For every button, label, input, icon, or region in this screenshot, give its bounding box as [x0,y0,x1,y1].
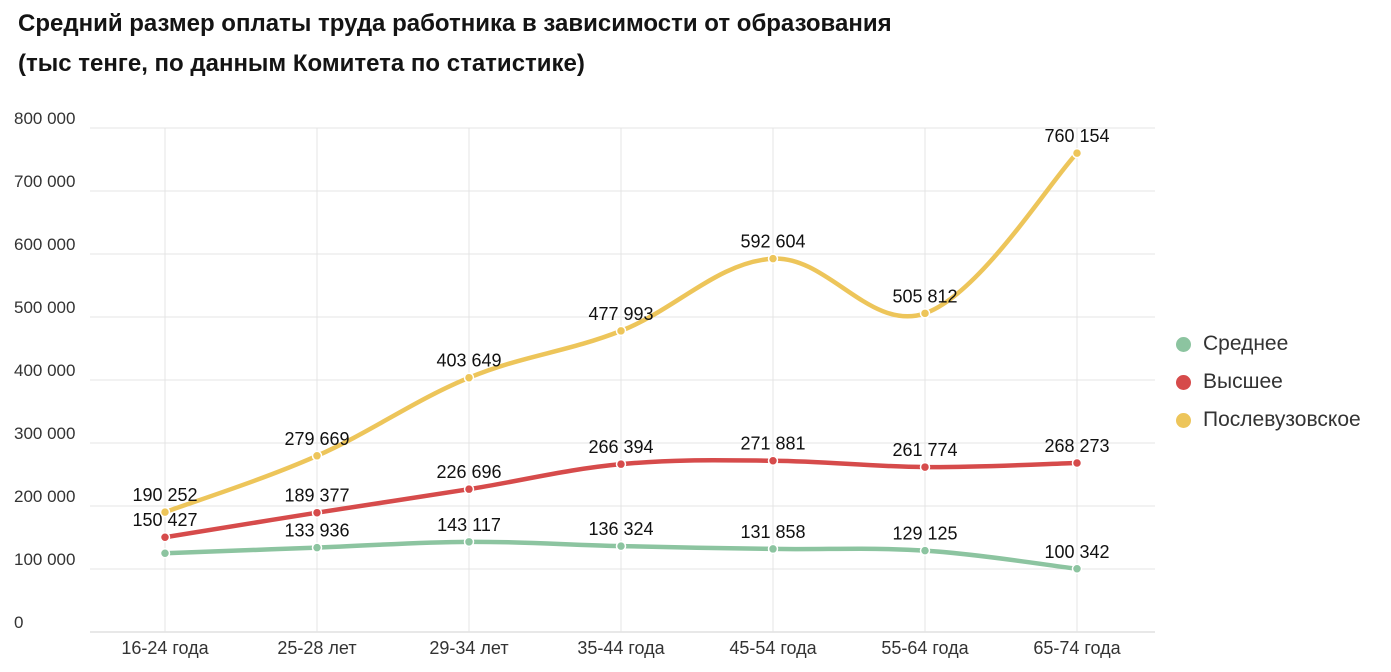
data-label: 143 117 [437,515,501,535]
data-point [1071,563,1083,575]
data-label: 592 604 [740,232,805,252]
y-tick-label: 300 000 [14,424,75,443]
data-point [311,450,323,462]
data-label: 131 858 [740,522,805,542]
data-label: 505 812 [892,286,957,306]
legend-label: Среднее [1203,332,1289,355]
data-point [463,372,475,383]
data-point [767,455,779,466]
y-tick-label: 0 [14,613,23,632]
data-label: 100 342 [1044,542,1109,562]
legend-marker-icon [1176,336,1191,352]
data-point [159,506,171,518]
data-point [1071,457,1083,469]
data-label: 133 936 [284,521,349,541]
x-tick-label: 29-34 лет [429,638,508,658]
data-point [919,308,931,319]
data-label: 136 324 [588,519,653,539]
data-label: 189 377 [284,486,349,506]
x-tick-label: 55-64 года [881,638,969,658]
legend-label: Высшее [1203,370,1283,393]
data-point [463,483,475,495]
data-point [615,540,627,552]
data-point [919,545,931,556]
data-point [159,548,171,559]
y-tick-label: 600 000 [14,235,75,254]
x-tick-label: 45-54 года [729,638,817,658]
chart-title-line1: Средний размер оплаты труда работника в … [18,10,892,37]
y-tick-label: 400 000 [14,361,75,380]
data-point [311,507,323,518]
data-label: 271 881 [740,434,805,454]
x-tick-label: 35-44 года [577,638,665,658]
x-tick-label: 65-74 года [1033,638,1121,658]
y-tick-label: 500 000 [14,298,75,317]
data-point [463,536,475,548]
chart-title: Средний размер оплаты труда работника в … [18,4,892,84]
x-tick-label: 25-28 лет [277,638,356,658]
data-point [767,253,779,264]
x-tick-label: 16-24 года [121,638,209,658]
data-label: 190 252 [132,485,197,505]
y-tick-label: 200 000 [14,487,75,506]
data-point [767,543,779,555]
y-tick-label: 100 000 [14,550,75,569]
legend: Среднее Высшее Послевузовское [1176,325,1361,439]
y-tick-label: 700 000 [14,172,75,191]
data-point [159,531,171,543]
data-label: 226 696 [436,462,501,482]
data-point [1071,147,1083,159]
data-label: 477 993 [588,304,653,324]
legend-marker-icon [1176,374,1191,390]
data-point [919,461,931,473]
chart-title-line2: (тыс тенге, по данным Комитета по статис… [18,50,585,77]
data-point [615,325,627,337]
legend-item: Среднее [1176,325,1361,363]
data-label: 261 774 [892,440,957,460]
legend-marker-icon [1176,412,1191,428]
data-label: 279 669 [284,429,349,449]
data-point [615,458,627,470]
y-tick-label: 800 000 [14,109,75,128]
legend-item: Послевузовское [1176,401,1361,439]
data-label: 268 273 [1044,436,1109,456]
data-label: 403 649 [436,351,501,371]
data-label: 760 154 [1044,126,1109,146]
legend-label: Послевузовское [1203,408,1361,431]
data-label: 266 394 [588,437,653,457]
data-label: 150 427 [132,510,197,530]
data-point [311,542,323,553]
legend-item: Высшее [1176,363,1361,401]
data-label: 129 125 [892,524,957,544]
